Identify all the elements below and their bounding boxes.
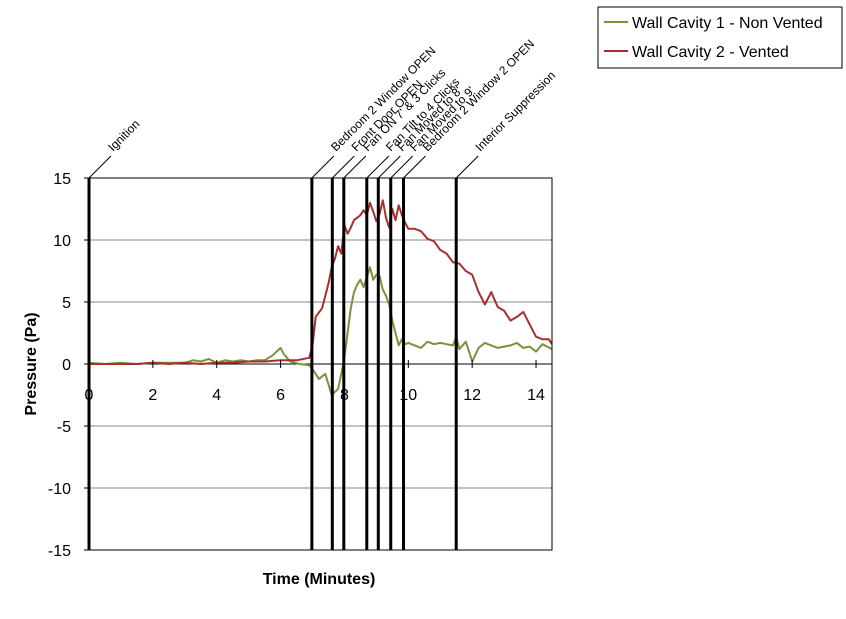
event-leader [88, 155, 112, 179]
legend-box [597, 6, 843, 69]
event-leader [377, 155, 401, 179]
y-tick-label: 5 [62, 295, 71, 312]
tick-layer: 15 10 5 0 -5 -10 -15 0 2 4 6 8 10 12 14 [48, 171, 545, 560]
event-leader [311, 155, 335, 179]
x-tick-label: 6 [276, 387, 285, 404]
y-tick-label: 0 [62, 357, 71, 374]
x-tick-label: 12 [463, 387, 481, 404]
x-tick-label: 4 [212, 387, 221, 404]
x-tick-label: 0 [85, 387, 94, 404]
y-axis-title: Pressure (Pa) [23, 312, 40, 415]
event-leader [390, 155, 414, 179]
event-leader [331, 155, 355, 179]
x-tick-label: 14 [527, 387, 545, 404]
event-label: Ignition [105, 117, 142, 154]
x-tick-label: 2 [148, 387, 157, 404]
y-tick-label: -5 [57, 419, 71, 436]
series-line-2 [89, 199, 553, 365]
y-tick-label: 15 [53, 171, 71, 188]
event-leader [455, 155, 479, 179]
x-tick-label: 8 [340, 387, 349, 404]
series-line-1 [88, 266, 553, 396]
series-layer [88, 199, 553, 396]
y-tick-label: -10 [48, 481, 71, 498]
legend-label: Wall Cavity 1 - Non Vented [632, 15, 823, 32]
event-leader [366, 155, 390, 179]
legend-label: Wall Cavity 2 - Vented [632, 44, 789, 61]
x-tick-label: 10 [399, 387, 417, 404]
x-axis-title: Time (Minutes) [263, 571, 376, 588]
event-leader [343, 155, 367, 179]
legend-items: Wall Cavity 1 - Non Vented Wall Cavity 2 … [604, 15, 823, 61]
y-tick-label: -15 [48, 543, 71, 560]
y-tick-label: 10 [53, 233, 71, 250]
event-leader [403, 155, 426, 179]
legend: Wall Cavity 1 - Non Vented Wall Cavity 2 … [597, 6, 843, 69]
